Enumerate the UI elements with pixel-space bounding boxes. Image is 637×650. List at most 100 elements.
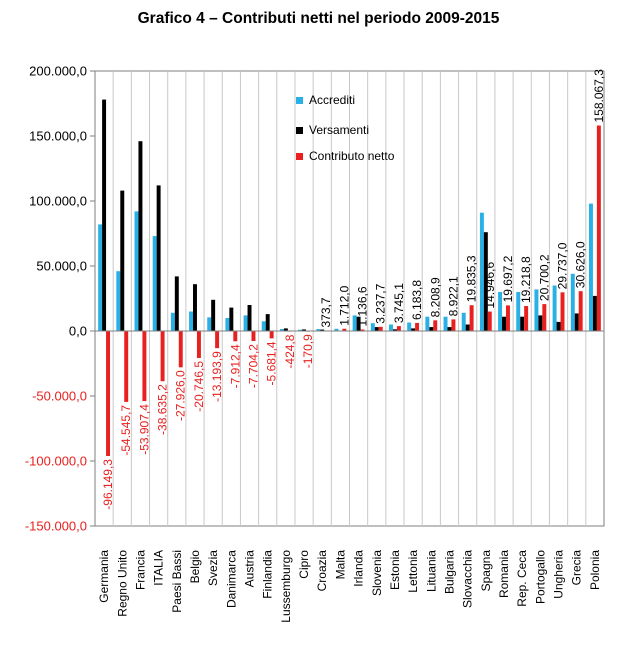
bar-versamenti xyxy=(592,295,597,331)
bar-versamenti xyxy=(465,324,470,331)
data-label: -13.193,9 xyxy=(210,351,224,402)
bar-contributo-netto xyxy=(342,328,347,331)
bar-versamenti xyxy=(392,329,397,331)
data-label: 30.626,0 xyxy=(574,241,588,288)
bar-accrediti xyxy=(116,271,121,331)
x-category-label: Portogallo xyxy=(533,550,547,604)
bar-accrediti xyxy=(570,273,575,331)
x-category-label: Germania xyxy=(97,550,111,603)
data-label: -54.545,7 xyxy=(119,405,133,456)
data-label: 1.712,0 xyxy=(337,285,351,325)
bar-accrediti xyxy=(498,292,503,331)
bar-versamenti xyxy=(429,327,434,331)
bar-versamenti xyxy=(211,299,216,331)
bar-versamenti xyxy=(265,314,270,331)
data-label: -5.681,4 xyxy=(265,341,279,385)
data-label: 3.745,1 xyxy=(392,283,406,323)
bar-contributo-netto xyxy=(269,331,274,339)
y-tick-label: 0,0 xyxy=(69,324,87,339)
x-category-label: Cipro xyxy=(297,550,311,579)
data-label: -96.149,3 xyxy=(101,459,115,510)
bar-accrediti xyxy=(98,224,103,331)
bar-versamenti xyxy=(302,329,307,331)
bar-versamenti xyxy=(102,99,107,331)
bar-accrediti xyxy=(152,236,157,331)
bar-contributo-netto xyxy=(215,331,220,349)
x-category-label: Slovacchia xyxy=(461,550,475,608)
bar-contributo-netto xyxy=(396,326,401,331)
data-label: -53.907,4 xyxy=(137,404,151,455)
data-label: -7.912,4 xyxy=(228,344,242,388)
data-label: -20.746,5 xyxy=(192,361,206,412)
bar-contributo-netto xyxy=(451,319,456,331)
data-label: 373,7 xyxy=(319,297,333,327)
data-label: 19.835,3 xyxy=(465,255,479,302)
bar-versamenti xyxy=(120,190,125,331)
bar-accrediti xyxy=(389,324,393,331)
data-label: 19.218,8 xyxy=(519,256,533,303)
x-category-label: ITALIA xyxy=(152,550,166,586)
x-category-label: Svezia xyxy=(206,550,220,586)
legend-swatch-contributo-netto xyxy=(296,153,303,160)
bar-versamenti xyxy=(247,305,252,331)
x-category-label: Lettonia xyxy=(406,550,420,593)
y-tick-label: 50.000,0 xyxy=(36,259,87,274)
bar-accrediti xyxy=(261,321,266,331)
bar-accrediti xyxy=(461,312,466,331)
legend-label-accrediti: Accrediti xyxy=(309,93,355,107)
bar-accrediti xyxy=(134,211,139,331)
bar-accrediti xyxy=(370,323,375,331)
x-category-label: Croazia xyxy=(315,550,329,592)
bar-accrediti xyxy=(207,317,212,331)
y-tick-label: -100.000,0 xyxy=(25,454,87,469)
bar-contributo-netto xyxy=(124,331,129,402)
bar-versamenti xyxy=(138,141,143,331)
bar-accrediti xyxy=(279,329,284,331)
data-label: -27.926,0 xyxy=(174,370,188,421)
bar-accrediti xyxy=(189,311,194,331)
bar-accrediti xyxy=(479,212,484,331)
bar-contributo-netto xyxy=(233,331,238,342)
bar-accrediti xyxy=(352,315,357,331)
x-category-label: Slovenia xyxy=(370,550,384,596)
data-label: 158.067,3 xyxy=(592,69,606,123)
data-label: 8.208,9 xyxy=(428,277,442,317)
bar-versamenti xyxy=(156,185,161,331)
data-label: 8.922,1 xyxy=(446,276,460,316)
data-label: 1.136,6 xyxy=(356,286,370,326)
bar-contributo-netto xyxy=(560,292,565,331)
bar-versamenti xyxy=(502,316,506,331)
data-label: 29.737,0 xyxy=(556,242,570,289)
x-category-label: Malta xyxy=(333,550,347,580)
legend-label-versamenti: Versamenti xyxy=(309,123,369,137)
bar-contributo-netto xyxy=(415,322,420,331)
data-label: -7.704,2 xyxy=(246,344,260,388)
bar-contributo-netto xyxy=(524,306,529,331)
data-label: -170,9 xyxy=(301,334,315,368)
x-category-label: Grecia xyxy=(570,550,584,586)
x-category-label: Lituania xyxy=(424,550,438,592)
bar-contributo-netto xyxy=(106,331,111,456)
bar-contributo-netto xyxy=(251,331,256,342)
bar-accrediti xyxy=(334,328,339,331)
data-label: 6.183,8 xyxy=(410,280,424,320)
bar-contributo-netto xyxy=(196,331,201,358)
bar-versamenti xyxy=(374,327,379,331)
bar-accrediti xyxy=(516,292,521,331)
x-category-label: Estonia xyxy=(388,550,402,590)
bar-accrediti xyxy=(443,316,448,331)
bar-versamenti xyxy=(193,284,197,331)
bar-accrediti xyxy=(170,312,175,331)
bar-versamenti xyxy=(520,316,525,331)
bar-contributo-netto xyxy=(433,320,438,331)
bar-versamenti xyxy=(538,315,543,331)
legend-label-contributo-netto: Contributo netto xyxy=(309,149,395,163)
bar-accrediti xyxy=(552,285,557,331)
bar-accrediti xyxy=(225,318,230,331)
bar-versamenti xyxy=(411,328,416,331)
data-label: 20.700,2 xyxy=(537,254,551,301)
x-category-label: Danimarca xyxy=(224,550,238,608)
bar-accrediti xyxy=(298,329,303,331)
legend-swatch-accrediti xyxy=(296,97,303,104)
